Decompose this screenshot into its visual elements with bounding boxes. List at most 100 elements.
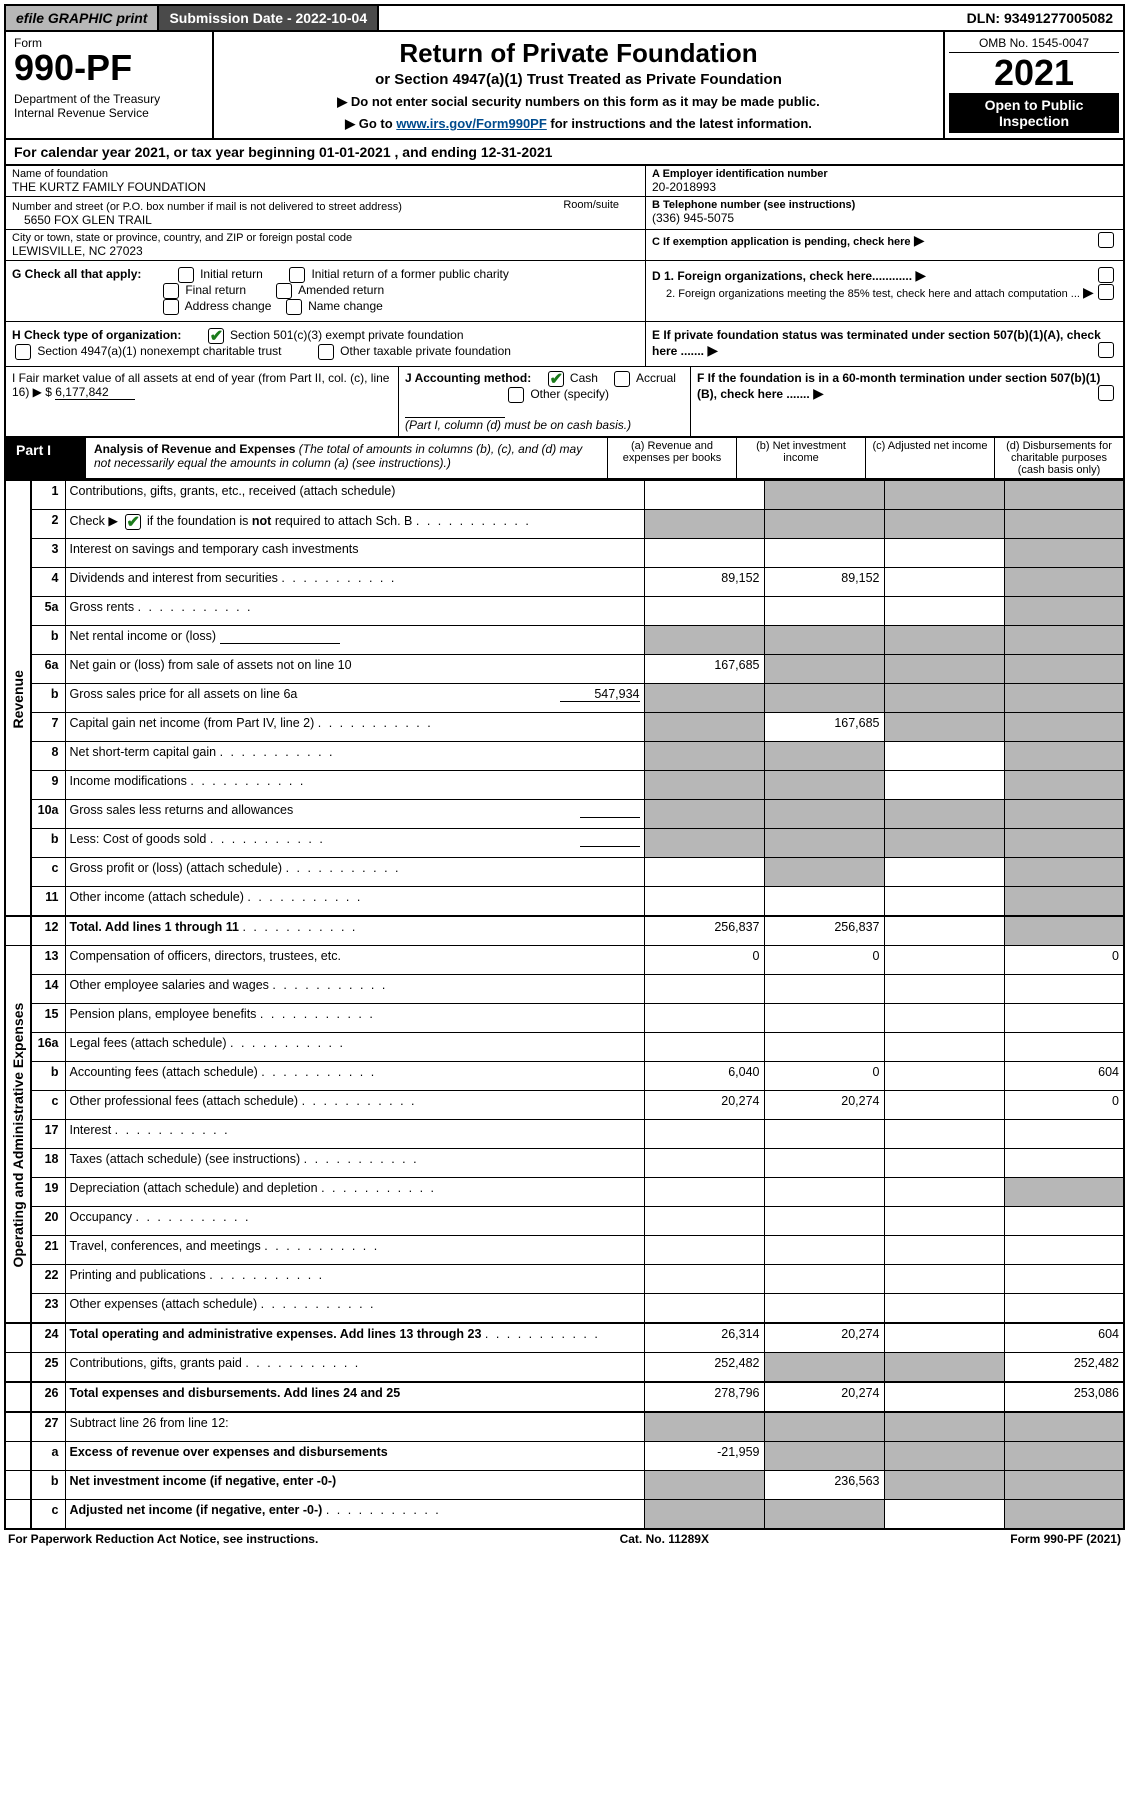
foundation-name-cell: Name of foundation THE KURTZ FAMILY FOUN… bbox=[6, 166, 646, 197]
checkbox-other-method[interactable] bbox=[508, 387, 524, 403]
form-title: Return of Private Foundation bbox=[222, 38, 935, 69]
cat-number: Cat. No. 11289X bbox=[620, 1532, 709, 1546]
d-foreign-cell: D 1. Foreign organizations, check here..… bbox=[646, 261, 1123, 322]
form-number: 990-PF bbox=[14, 50, 204, 86]
table-row: 16aLegal fees (attach schedule) bbox=[5, 1033, 1124, 1062]
page-footer: For Paperwork Reduction Act Notice, see … bbox=[4, 1530, 1125, 1548]
table-row: 2 Check ▶ if the foundation is not requi… bbox=[5, 510, 1124, 539]
form-title-block: Return of Private Foundation or Section … bbox=[214, 32, 945, 138]
form-number-block: Form 990-PF Department of the Treasury I… bbox=[6, 32, 214, 138]
checkbox-d2[interactable] bbox=[1098, 284, 1114, 300]
table-row: 15Pension plans, employee benefits bbox=[5, 1004, 1124, 1033]
table-row: 4Dividends and interest from securities … bbox=[5, 568, 1124, 597]
instruction-line-2: ▶ Go to www.irs.gov/Form990PF for instru… bbox=[222, 116, 935, 132]
checkbox-final-return[interactable] bbox=[163, 283, 179, 299]
phone-cell: B Telephone number (see instructions) (3… bbox=[646, 197, 1123, 230]
table-row: cAdjusted net income (if negative, enter… bbox=[5, 1500, 1124, 1530]
checkbox-other-taxable[interactable] bbox=[318, 344, 334, 360]
address-cell: Number and street (or P.O. box number if… bbox=[6, 197, 646, 230]
checkbox-cash[interactable] bbox=[548, 371, 564, 387]
checkbox-initial-return[interactable] bbox=[178, 267, 194, 283]
checkbox-e[interactable] bbox=[1098, 342, 1114, 358]
table-row: 21Travel, conferences, and meetings bbox=[5, 1236, 1124, 1265]
table-row: 3Interest on savings and temporary cash … bbox=[5, 539, 1124, 568]
city-cell: City or town, state or province, country… bbox=[6, 230, 646, 261]
table-row: 18Taxes (attach schedule) (see instructi… bbox=[5, 1149, 1124, 1178]
table-row: 26Total expenses and disbursements. Add … bbox=[5, 1382, 1124, 1412]
form-subtitle: or Section 4947(a)(1) Trust Treated as P… bbox=[222, 71, 935, 88]
calendar-year-line: For calendar year 2021, or tax year begi… bbox=[4, 140, 1125, 166]
exemption-pending-cell: C If exemption application is pending, c… bbox=[646, 230, 1123, 261]
analysis-table: Revenue 1Contributions, gifts, grants, e… bbox=[4, 480, 1125, 1530]
efile-print-button[interactable]: efile GRAPHIC print bbox=[6, 6, 159, 30]
paperwork-notice: For Paperwork Reduction Act Notice, see … bbox=[8, 1532, 318, 1546]
table-row: 12Total. Add lines 1 through 11 256,8372… bbox=[5, 916, 1124, 946]
table-row: cOther professional fees (attach schedul… bbox=[5, 1091, 1124, 1120]
table-row: 22Printing and publications bbox=[5, 1265, 1124, 1294]
table-row: bGross sales price for all assets on lin… bbox=[5, 684, 1124, 713]
table-row: cGross profit or (loss) (attach schedule… bbox=[5, 858, 1124, 887]
checkbox-501c3[interactable] bbox=[208, 328, 224, 344]
table-row: 5aGross rents bbox=[5, 597, 1124, 626]
i-fmv-cell: I Fair market value of all assets at end… bbox=[6, 367, 399, 436]
table-row: bNet rental income or (loss) bbox=[5, 626, 1124, 655]
revenue-side-label: Revenue bbox=[5, 481, 31, 917]
form-label-footer: Form 990-PF (2021) bbox=[1010, 1532, 1121, 1546]
part-i-description: Analysis of Revenue and Expenses (The to… bbox=[86, 438, 608, 478]
table-row: 19Depreciation (attach schedule) and dep… bbox=[5, 1178, 1124, 1207]
foundation-info-block: Name of foundation THE KURTZ FAMILY FOUN… bbox=[4, 166, 1125, 367]
e-terminated-cell: E If private foundation status was termi… bbox=[646, 322, 1123, 367]
tax-year: 2021 bbox=[949, 53, 1119, 93]
open-inspection-badge: Open to Public Inspection bbox=[949, 93, 1119, 133]
table-row: Operating and Administrative Expenses 13… bbox=[5, 946, 1124, 975]
table-row: 10aGross sales less returns and allowanc… bbox=[5, 800, 1124, 829]
table-row: 23Other expenses (attach schedule) bbox=[5, 1294, 1124, 1324]
checkbox-4947a1[interactable] bbox=[15, 344, 31, 360]
col-d-header: (d) Disbursements for charitable purpose… bbox=[995, 438, 1123, 478]
col-c-header: (c) Adjusted net income bbox=[866, 438, 995, 478]
part-i-header: Part I Analysis of Revenue and Expenses … bbox=[4, 438, 1125, 480]
year-block: OMB No. 1545-0047 2021 Open to Public In… bbox=[945, 32, 1123, 138]
checkbox-f[interactable] bbox=[1098, 385, 1114, 401]
arrow-icon: ▶ bbox=[914, 232, 925, 248]
part-i-label: Part I bbox=[6, 438, 86, 478]
table-row: 6aNet gain or (loss) from sale of assets… bbox=[5, 655, 1124, 684]
checkbox-name-change[interactable] bbox=[286, 299, 302, 315]
checkbox-initial-former[interactable] bbox=[289, 267, 305, 283]
h-org-type-cell: H Check type of organization: Section 50… bbox=[6, 322, 646, 367]
checkbox-c[interactable] bbox=[1098, 232, 1114, 248]
col-a-header: (a) Revenue and expenses per books bbox=[608, 438, 737, 478]
table-row: 8Net short-term capital gain bbox=[5, 742, 1124, 771]
table-row: 17Interest bbox=[5, 1120, 1124, 1149]
table-row: 24Total operating and administrative exp… bbox=[5, 1323, 1124, 1353]
opex-side-label: Operating and Administrative Expenses bbox=[5, 946, 31, 1324]
checkbox-sch-b[interactable] bbox=[125, 514, 141, 530]
checkbox-address-change[interactable] bbox=[163, 299, 179, 315]
table-row: 25Contributions, gifts, grants paid 252,… bbox=[5, 1353, 1124, 1383]
j-accounting-cell: J Accounting method: Cash Accrual Other … bbox=[399, 367, 691, 436]
g-check-all-cell: G Check all that apply: Initial return I… bbox=[6, 261, 646, 322]
table-row: 7Capital gain net income (from Part IV, … bbox=[5, 713, 1124, 742]
ein-cell: A Employer identification number 20-2018… bbox=[646, 166, 1123, 197]
omb-number: OMB No. 1545-0047 bbox=[949, 36, 1119, 53]
table-row: 27Subtract line 26 from line 12: bbox=[5, 1412, 1124, 1442]
checkbox-amended-return[interactable] bbox=[276, 283, 292, 299]
col-b-header: (b) Net investment income bbox=[737, 438, 866, 478]
instructions-link[interactable]: www.irs.gov/Form990PF bbox=[396, 116, 547, 131]
checkbox-d1[interactable] bbox=[1098, 267, 1114, 283]
table-row: 20Occupancy bbox=[5, 1207, 1124, 1236]
i-j-f-row: I Fair market value of all assets at end… bbox=[4, 367, 1125, 438]
table-row: bLess: Cost of goods sold bbox=[5, 829, 1124, 858]
submission-date-badge: Submission Date - 2022-10-04 bbox=[159, 6, 379, 30]
instruction-line-1: ▶ Do not enter social security numbers o… bbox=[222, 94, 935, 110]
dln-label: DLN: 93491277005082 bbox=[957, 6, 1123, 30]
table-row: bNet investment income (if negative, ent… bbox=[5, 1471, 1124, 1500]
department-label: Department of the Treasury Internal Reve… bbox=[14, 92, 204, 120]
table-row: 9Income modifications bbox=[5, 771, 1124, 800]
checkbox-accrual[interactable] bbox=[614, 371, 630, 387]
table-row: 11Other income (attach schedule) bbox=[5, 887, 1124, 917]
f-termination-cell: F If the foundation is in a 60-month ter… bbox=[691, 367, 1123, 436]
table-row: 14Other employee salaries and wages bbox=[5, 975, 1124, 1004]
top-bar: efile GRAPHIC print Submission Date - 20… bbox=[4, 4, 1125, 32]
form-header: Form 990-PF Department of the Treasury I… bbox=[4, 32, 1125, 140]
